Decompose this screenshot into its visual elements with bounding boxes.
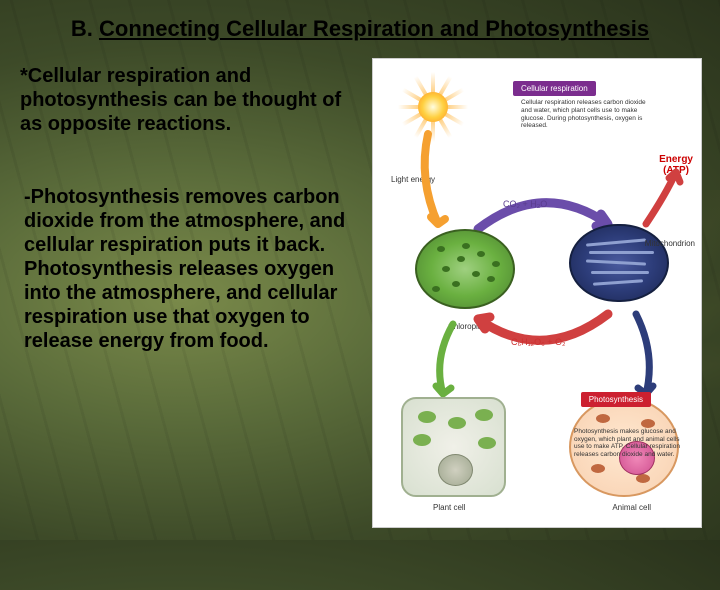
- light-energy-label: Light energy: [391, 175, 435, 184]
- mitochondrion-label: Mitochondrion: [645, 239, 695, 248]
- slide-title: B. Connecting Cellular Respiration and P…: [0, 16, 720, 42]
- title-prefix: B.: [71, 16, 99, 41]
- right-down-arrow: [621, 309, 666, 404]
- cellular-respiration-desc: Cellular respiration releases carbon dio…: [521, 99, 646, 130]
- cycle-diagram: Cellular respiration Cellular respiratio…: [372, 58, 702, 528]
- text-block-1: *Cellular respiration and photosynthesis…: [20, 64, 360, 136]
- mitochondrion-icon: [569, 224, 669, 302]
- sun-icon: [403, 77, 463, 137]
- text-block-2: -Photosynthesis removes carbon dioxide f…: [24, 185, 364, 353]
- photosynthesis-desc: Photosynthesis makes glucose and oxygen,…: [574, 428, 689, 459]
- left-down-arrow: [423, 319, 468, 404]
- animal-cell-label: Animal cell: [612, 503, 651, 512]
- energy-atp-label: Energy (ATP): [659, 154, 693, 176]
- bottom-cycle-arrow: [468, 304, 618, 359]
- plant-cell-label: Plant cell: [433, 503, 465, 512]
- top-formula: CO₂ + H₂O: [503, 199, 547, 209]
- title-main: Connecting Cellular Respiration and Phot…: [99, 16, 649, 41]
- cellular-respiration-badge: Cellular respiration: [513, 81, 596, 96]
- chloroplast-label: Chloroplast: [448, 322, 488, 331]
- photosynthesis-badge: Photosynthesis: [581, 392, 651, 407]
- bottom-formula: C₆H₁₂O₆ + O₂: [511, 337, 566, 347]
- light-arrow: [413, 129, 473, 239]
- chloroplast-icon: [415, 229, 515, 309]
- plant-cell-icon: [401, 397, 506, 497]
